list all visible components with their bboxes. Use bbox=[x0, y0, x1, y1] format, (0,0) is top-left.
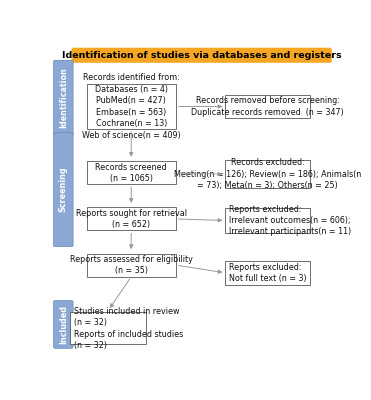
FancyBboxPatch shape bbox=[225, 260, 310, 285]
Text: Reports assessed for eligibility
(n = 35): Reports assessed for eligibility (n = 35… bbox=[70, 255, 193, 275]
Text: Reports excluded:
Irrelevant outcomes(n = 606);
Irrelevant participants(n = 11): Reports excluded: Irrelevant outcomes(n … bbox=[229, 204, 351, 236]
FancyBboxPatch shape bbox=[225, 208, 310, 233]
Text: Included: Included bbox=[59, 305, 68, 344]
FancyBboxPatch shape bbox=[53, 60, 73, 136]
Text: Records excluded:
Meeting(n = 126); Review(n = 186); Animals(n
= 73); Meta(n = 3: Records excluded: Meeting(n = 126); Revi… bbox=[174, 158, 361, 190]
Text: Records removed before screening:
Duplicate records removed  (n = 347): Records removed before screening: Duplic… bbox=[191, 96, 344, 117]
Text: Identification: Identification bbox=[59, 68, 68, 128]
Text: Identification of studies via databases and registers: Identification of studies via databases … bbox=[62, 51, 341, 60]
Text: Screening: Screening bbox=[59, 167, 68, 212]
FancyBboxPatch shape bbox=[87, 84, 176, 129]
FancyBboxPatch shape bbox=[87, 207, 176, 230]
FancyBboxPatch shape bbox=[87, 161, 176, 184]
Text: Reports sought for retrieval
(n = 652): Reports sought for retrieval (n = 652) bbox=[76, 209, 187, 229]
Text: Records screened
(n = 1065): Records screened (n = 1065) bbox=[95, 162, 167, 183]
Text: Studies included in review
(n = 32)
Reports of included studies
(n = 32): Studies included in review (n = 32) Repo… bbox=[73, 307, 183, 350]
Text: Reports excluded:
Not full text (n = 3): Reports excluded: Not full text (n = 3) bbox=[229, 263, 306, 283]
Text: Records identified from:
Databases (n = 4)
PubMed(n = 427)
Embase(n = 563)
Cochr: Records identified from: Databases (n = … bbox=[82, 73, 181, 140]
FancyBboxPatch shape bbox=[225, 160, 310, 188]
FancyBboxPatch shape bbox=[225, 95, 310, 118]
FancyBboxPatch shape bbox=[71, 48, 332, 63]
FancyBboxPatch shape bbox=[87, 254, 176, 277]
FancyBboxPatch shape bbox=[53, 300, 73, 348]
FancyBboxPatch shape bbox=[53, 133, 73, 247]
FancyBboxPatch shape bbox=[70, 312, 146, 344]
